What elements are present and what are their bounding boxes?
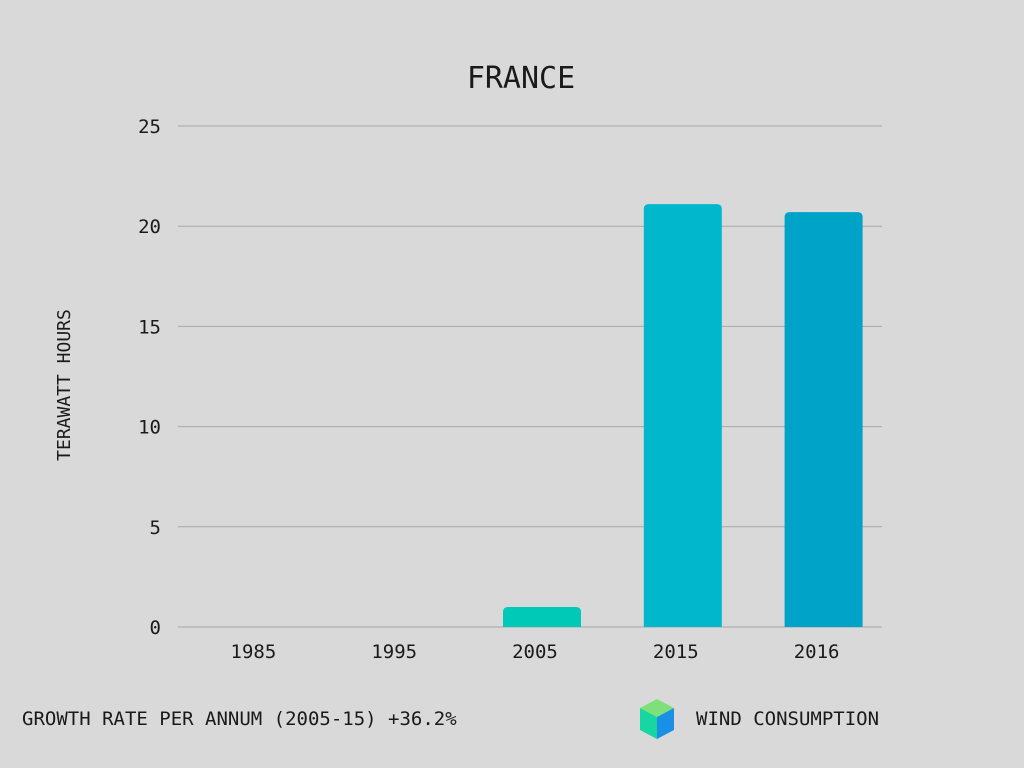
bars <box>503 204 863 627</box>
x-tick-label: 2015 <box>653 641 699 663</box>
bar-2015 <box>643 204 722 627</box>
y-tick-label: 5 <box>150 517 161 539</box>
legend-label: WIND CONSUMPTION <box>696 708 880 730</box>
bar-2016 <box>784 212 863 627</box>
x-tick-label: 1995 <box>371 641 417 663</box>
y-axis-label: TERAWATT HOURS <box>54 309 75 461</box>
x-tick-label: 2005 <box>512 641 558 663</box>
growth-rate-note: GROWTH RATE PER ANNUM (2005-15) +36.2% <box>22 708 457 730</box>
y-tick-label: 0 <box>150 617 161 639</box>
y-tick-label: 15 <box>138 316 161 338</box>
gridlines <box>178 125 882 628</box>
x-axis-ticks: 1985 1995 2005 2015 2016 <box>231 641 840 663</box>
y-axis-ticks: 0 5 10 15 20 25 <box>138 116 161 639</box>
x-tick-label: 1985 <box>231 641 277 663</box>
y-tick-label: 25 <box>138 116 161 138</box>
chart-title: FRANCE <box>467 61 575 96</box>
y-tick-label: 10 <box>138 417 161 439</box>
y-tick-label: 20 <box>138 216 161 238</box>
cube-icon <box>640 699 674 739</box>
x-tick-label: 2016 <box>794 641 840 663</box>
bar-2005 <box>503 606 581 627</box>
legend: WIND CONSUMPTION <box>638 696 879 742</box>
